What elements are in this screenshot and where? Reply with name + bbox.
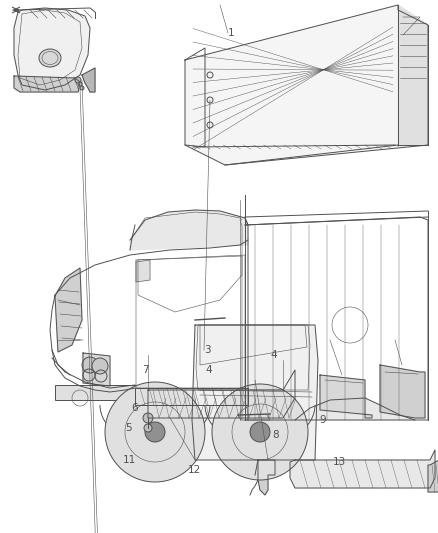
Circle shape [80, 86, 84, 90]
Polygon shape [185, 5, 428, 165]
Polygon shape [380, 365, 425, 418]
Polygon shape [192, 325, 318, 460]
Circle shape [250, 422, 270, 442]
Text: 4: 4 [270, 350, 277, 360]
Text: 9: 9 [319, 415, 325, 425]
Circle shape [143, 413, 153, 423]
Circle shape [145, 422, 165, 442]
Polygon shape [130, 210, 248, 250]
Polygon shape [320, 375, 372, 418]
Polygon shape [14, 76, 80, 92]
Text: 3: 3 [204, 345, 211, 355]
Text: 11: 11 [123, 455, 136, 465]
Text: 7: 7 [142, 365, 148, 375]
Text: 8: 8 [272, 430, 279, 440]
Polygon shape [82, 68, 95, 92]
Text: 6: 6 [131, 403, 138, 413]
Bar [55, 385, 145, 400]
Polygon shape [135, 388, 248, 405]
Polygon shape [83, 353, 110, 386]
Ellipse shape [39, 49, 61, 67]
Text: 13: 13 [333, 457, 346, 467]
Circle shape [92, 358, 108, 374]
Polygon shape [148, 370, 295, 418]
Circle shape [75, 77, 81, 83]
Polygon shape [258, 460, 275, 495]
Polygon shape [55, 268, 82, 352]
Polygon shape [398, 5, 428, 145]
Polygon shape [136, 260, 150, 282]
Polygon shape [290, 450, 435, 488]
Text: 1: 1 [228, 28, 235, 38]
Text: 4: 4 [205, 365, 212, 375]
Circle shape [82, 357, 98, 373]
Circle shape [78, 82, 82, 86]
Text: 5: 5 [125, 423, 132, 433]
Circle shape [105, 382, 205, 482]
Circle shape [144, 424, 152, 432]
Text: 12: 12 [188, 465, 201, 475]
Polygon shape [295, 398, 415, 420]
Circle shape [212, 384, 308, 480]
Polygon shape [428, 455, 438, 492]
Polygon shape [14, 8, 90, 90]
